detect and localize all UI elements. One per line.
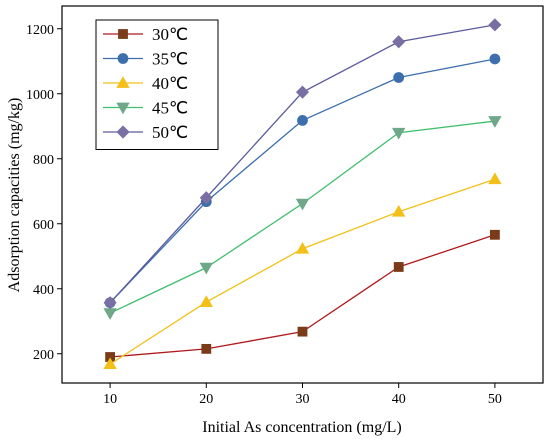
data-point xyxy=(297,115,308,126)
legend-label: 50℃ xyxy=(152,123,188,142)
data-point xyxy=(103,296,117,310)
data-point xyxy=(393,262,404,272)
data-point xyxy=(297,326,308,337)
data-point xyxy=(199,262,213,275)
data-point xyxy=(489,53,501,65)
legend-marker xyxy=(117,53,129,64)
y-tick-label: 400 xyxy=(33,283,54,298)
y-tick-label: 1000 xyxy=(26,88,54,103)
y-tick-label: 200 xyxy=(33,348,54,363)
data-point xyxy=(295,85,310,99)
y-axis-title: Adsorption capacities (mg/kg) xyxy=(6,98,23,293)
x-tick-label: 50 xyxy=(488,392,502,407)
data-point xyxy=(199,191,213,205)
data-point xyxy=(392,35,406,49)
legend-label: 40℃ xyxy=(152,74,188,93)
x-tick-label: 20 xyxy=(199,392,213,407)
legend-label: 35℃ xyxy=(152,50,188,69)
series-group xyxy=(103,116,502,320)
data-point xyxy=(392,204,406,217)
series-group xyxy=(105,229,500,362)
series-group xyxy=(103,172,502,370)
legend-marker xyxy=(118,29,128,39)
data-point xyxy=(295,241,310,254)
legend-marker xyxy=(116,125,130,139)
x-axis-title: Initial As concentration (mg/L) xyxy=(202,419,402,436)
legend-marker xyxy=(116,76,130,88)
data-point xyxy=(392,127,406,140)
data-point xyxy=(201,343,212,354)
y-tick-label: 800 xyxy=(33,153,54,168)
legend-box xyxy=(95,19,219,150)
data-point xyxy=(488,172,502,185)
data-point xyxy=(489,229,500,240)
legend-label: 45℃ xyxy=(152,99,188,118)
data-point xyxy=(295,198,310,211)
data-point xyxy=(393,72,405,83)
x-tick-label: 10 xyxy=(103,392,117,407)
data-point xyxy=(103,308,117,320)
data-point xyxy=(103,357,117,370)
data-point xyxy=(199,295,213,307)
data-point xyxy=(488,18,502,32)
series-group xyxy=(103,18,502,310)
y-tick-label: 1200 xyxy=(26,23,54,38)
legend-marker xyxy=(116,102,130,115)
data-point xyxy=(488,116,502,128)
x-tick-label: 40 xyxy=(392,392,406,407)
x-tick-label: 30 xyxy=(296,392,310,407)
y-tick-label: 600 xyxy=(33,218,54,233)
legend-label: 30℃ xyxy=(152,25,188,44)
